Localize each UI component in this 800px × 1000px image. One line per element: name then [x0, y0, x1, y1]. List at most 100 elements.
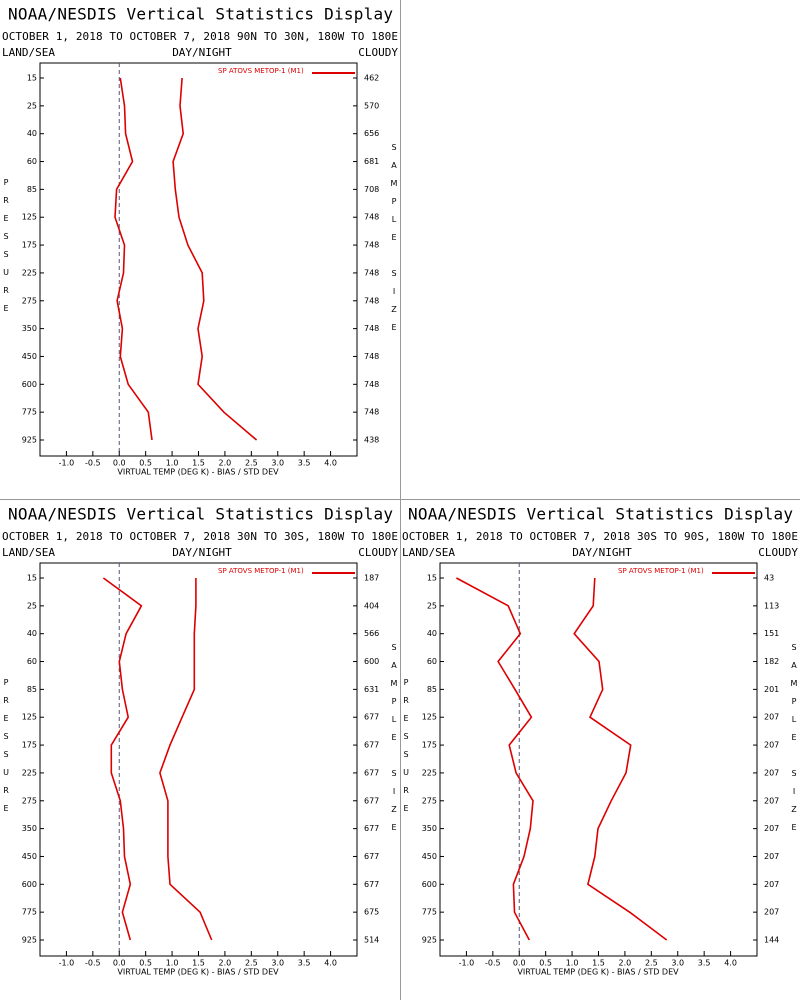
pressure-label: 600: [422, 880, 437, 889]
x-tick-label: 2.5: [245, 459, 258, 468]
legend-label: SP ATOVS METOP-1 (M1): [218, 567, 304, 575]
panel: NOAA/NESDIS Vertical Statistics Display O…: [2, 5, 399, 477]
sample-size-label: 207: [764, 796, 779, 805]
pressure-label: 225: [422, 768, 437, 777]
pressure-label: 925: [422, 936, 437, 945]
day-night-label: DAY/NIGHT: [572, 546, 632, 559]
sample-size-label: 207: [764, 908, 779, 917]
sample-size-label: 151: [764, 629, 779, 638]
pressure-label: 925: [22, 936, 37, 945]
pressure-label: 125: [422, 713, 437, 722]
sample-size-label: 514: [364, 936, 379, 945]
sample-size-label: 748: [364, 241, 379, 250]
sample-size-label: 748: [364, 352, 379, 361]
pressure-label: 600: [22, 880, 37, 889]
x-tick-label: 3.0: [671, 959, 684, 968]
pressure-label: 60: [27, 657, 37, 666]
x-tick-label: 1.5: [192, 459, 205, 468]
sample-size-label: 748: [364, 296, 379, 305]
y2-axis-label: SAMPLE SIZE: [390, 643, 399, 841]
bias-line: [456, 577, 534, 941]
sample-size-label: 677: [364, 768, 379, 777]
pressure-label: 40: [27, 629, 37, 638]
x-tick-label: 3.0: [271, 959, 284, 968]
x-tick-label: 0.5: [539, 959, 552, 968]
sample-size-label: 144: [764, 936, 779, 945]
sample-size-label: 600: [364, 657, 379, 666]
sample-size-label: 677: [364, 741, 379, 750]
pressure-label: 600: [22, 380, 37, 389]
legend-label: SP ATOVS METOP-1 (M1): [618, 567, 704, 575]
pressure-label: 85: [27, 185, 37, 194]
x-tick-label: 2.5: [245, 959, 258, 968]
pressure-label: 225: [22, 768, 37, 777]
x-axis-label: VIRTUAL TEMP (DEG K) - BIAS / STD DEV: [117, 968, 279, 977]
x-tick-label: 2.0: [619, 959, 632, 968]
sample-size-label: 708: [364, 185, 379, 194]
x-tick-label: 0.0: [513, 959, 526, 968]
pressure-label: 25: [427, 601, 437, 610]
x-tick-label: 3.5: [698, 959, 711, 968]
land-sea-label: LAND/SEA: [2, 46, 55, 59]
x-tick-label: 0.5: [139, 959, 152, 968]
day-night-label: DAY/NIGHT: [172, 46, 232, 59]
sample-size-label: 677: [364, 880, 379, 889]
pressure-label: 60: [427, 657, 437, 666]
x-axis-label: VIRTUAL TEMP (DEG K) - BIAS / STD DEV: [117, 468, 279, 477]
pressure-label: 450: [22, 852, 37, 861]
pressure-label: 775: [422, 908, 437, 917]
x-tick-label: 1.5: [592, 959, 605, 968]
legend-label: SP ATOVS METOP-1 (M1): [218, 67, 304, 75]
sample-size-label: 748: [364, 213, 379, 222]
panel-title: NOAA/NESDIS Vertical Statistics Display: [8, 505, 393, 524]
sample-size-label: 207: [764, 880, 779, 889]
sample-size-label: 677: [364, 796, 379, 805]
pressure-label: 175: [22, 241, 37, 250]
sample-size-label: 207: [764, 824, 779, 833]
pressure-label: 15: [27, 574, 37, 583]
sample-size-label: 681: [364, 157, 379, 166]
pressure-label: 15: [427, 574, 437, 583]
pressure-label: 175: [22, 741, 37, 750]
x-tick-label: 1.5: [192, 959, 205, 968]
sample-size-label: 113: [764, 601, 779, 610]
sample-size-label: 462: [364, 74, 379, 83]
x-tick-label: 2.0: [219, 459, 232, 468]
pressure-label: 350: [22, 824, 37, 833]
sample-size-label: 566: [364, 629, 379, 638]
pressure-label: 225: [22, 268, 37, 277]
x-tick-label: -1.0: [59, 459, 75, 468]
pressure-label: 175: [422, 741, 437, 750]
x-tick-label: -1.0: [59, 959, 75, 968]
y-axis-label: PRESSURE: [2, 678, 11, 822]
sample-size-label: 631: [364, 685, 379, 694]
x-tick-label: 0.0: [113, 459, 126, 468]
day-night-label: DAY/NIGHT: [172, 546, 232, 559]
pressure-label: 40: [427, 629, 437, 638]
pressure-label: 60: [27, 157, 37, 166]
pressure-label: 125: [22, 213, 37, 222]
panel-subtitle: OCTOBER 1, 2018 TO OCTOBER 7, 2018 30N T…: [2, 530, 398, 543]
sample-size-label: 677: [364, 713, 379, 722]
x-tick-label: -0.5: [85, 459, 101, 468]
cloudy-label: CLOUDY: [358, 46, 398, 59]
x-tick-label: -1.0: [459, 959, 475, 968]
x-tick-label: 1.0: [166, 459, 179, 468]
sample-size-label: 748: [364, 380, 379, 389]
pressure-label: 450: [22, 352, 37, 361]
pressure-label: 925: [22, 436, 37, 445]
pressure-label: 15: [27, 74, 37, 83]
bias-line: [114, 77, 153, 441]
y2-axis-label: SAMPLE SIZE: [390, 143, 399, 341]
pressure-label: 125: [22, 713, 37, 722]
pressure-label: 275: [22, 796, 37, 805]
sample-size-label: 43: [764, 574, 774, 583]
x-tick-label: 0.5: [139, 459, 152, 468]
std-dev-line: [159, 578, 213, 941]
x-tick-label: 1.0: [166, 959, 179, 968]
sample-size-label: 656: [364, 129, 379, 138]
sample-size-label: 207: [764, 713, 779, 722]
x-tick-label: 4.0: [324, 459, 337, 468]
pressure-label: 85: [27, 685, 37, 694]
